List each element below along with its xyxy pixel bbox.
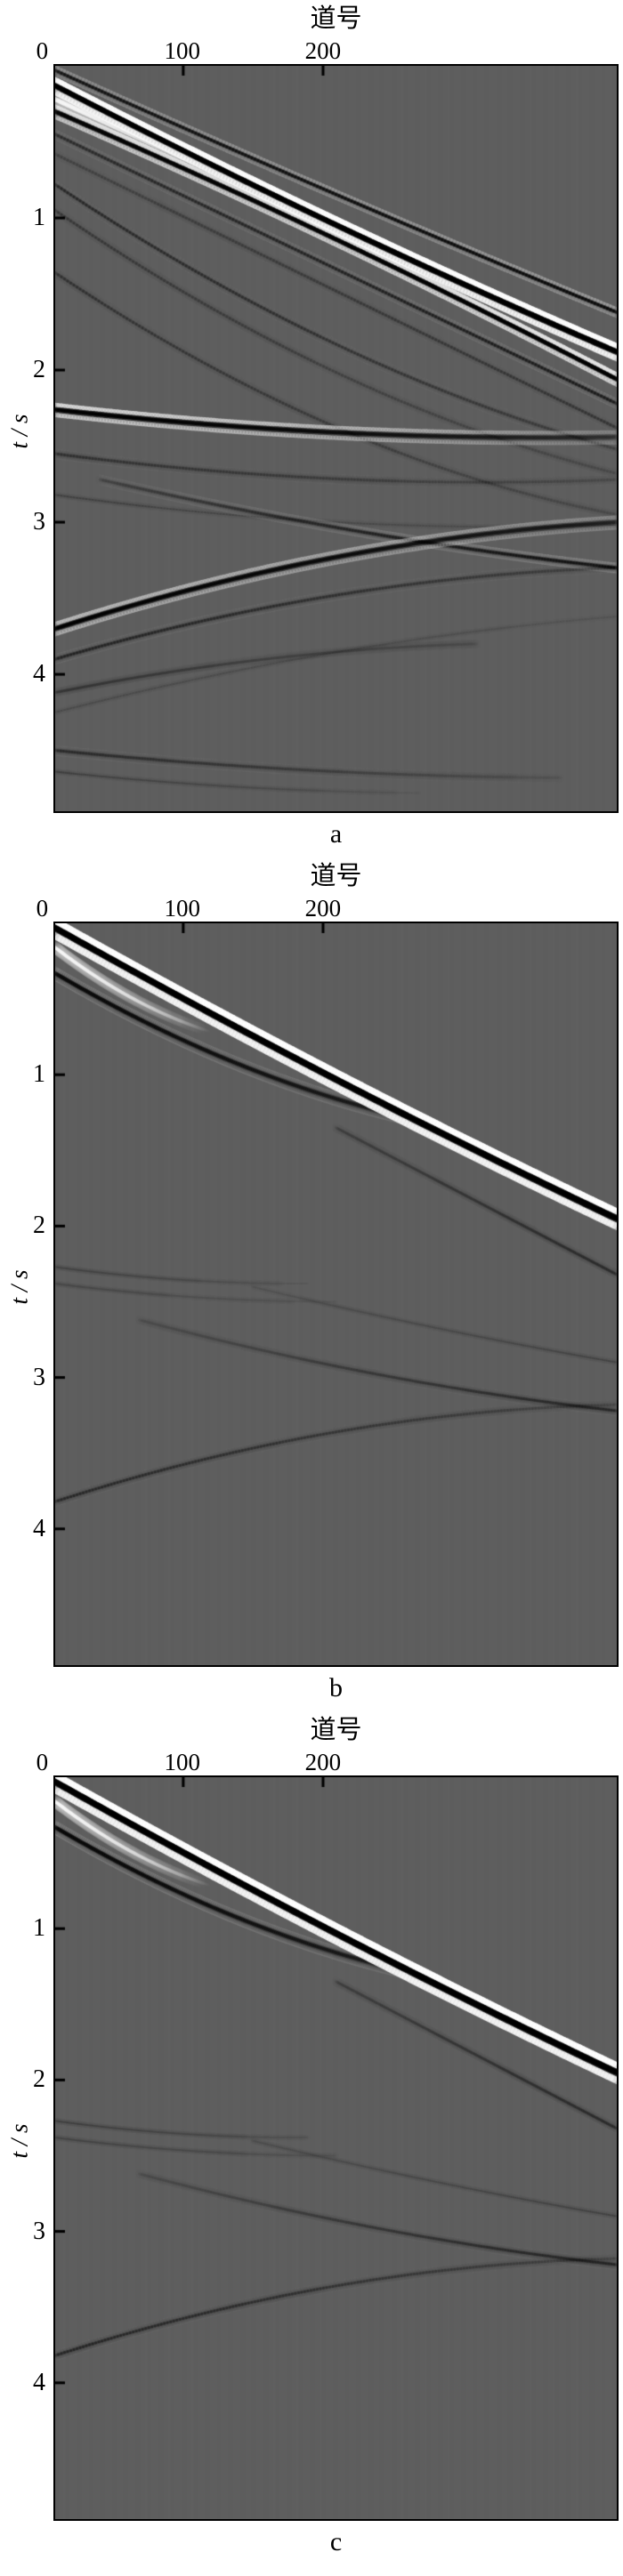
y-tick-label: 2 [33,356,45,383]
panel-group-c: 道号 0 100 200 1 2 3 4 t / s c [0,1713,623,2567]
subfigure-caption-c: c [329,2527,343,2556]
y-tick-label: 1 [33,1914,45,1943]
y-axis-label-a: t / s [5,414,33,449]
x-axis-ticks-a: 0 100 200 [36,36,619,64]
seismic-image-c [53,1775,619,2521]
x-tick-label: 200 [304,1749,342,1775]
y-axis-label-c: t / s [5,2123,33,2159]
x-tick-label: 100 [164,37,201,64]
subfigure-caption-b: b [329,1673,343,1703]
x-tick-label: 0 [36,895,49,922]
seismic-image-a [53,64,619,813]
x-axis-title-b: 道号 [310,862,362,890]
subfigure-caption-a: a [329,819,343,849]
x-tick-label: 200 [304,895,342,922]
x-axis-ticks-c: 0 100 200 [36,1747,619,1775]
y-tick-label: 4 [33,1514,45,1542]
y-tick-label: 3 [33,1363,45,1391]
x-tick-label: 0 [36,1749,49,1775]
y-tick-label: 3 [33,508,45,536]
y-tick-label: 2 [33,1212,45,1240]
x-axis-ticks-b: 0 100 200 [36,893,619,922]
y-tick-label: 2 [33,2065,45,2094]
y-tick-label: 3 [33,2217,45,2245]
y-tick-label: 4 [33,660,45,688]
x-tick-label: 100 [164,1749,201,1775]
y-axis-label-b: t / s [5,1269,33,1305]
x-tick-label: 0 [36,37,49,64]
x-tick-label: 100 [164,895,201,922]
y-tick-label: 1 [33,1060,45,1089]
x-axis-title-a: 道号 [310,4,362,33]
panel-group-a: 道号 0 100 200 1 2 3 4 t / s a [0,2,623,859]
x-tick-label: 200 [304,37,342,64]
plot-area-b: 1 2 3 4 t / s [6,922,619,1667]
panel-group-b: 道号 0 100 200 1 2 3 4 t / s b [0,859,623,1713]
y-tick-label: 4 [33,2368,45,2396]
y-tick-label: 1 [33,204,45,231]
x-axis-title-c: 道号 [310,1716,362,1744]
plot-area-a: 1 2 3 4 t / s [6,64,619,813]
plot-area-c: 1 2 3 4 t / s [6,1775,619,2521]
seismic-image-b [53,922,619,1667]
